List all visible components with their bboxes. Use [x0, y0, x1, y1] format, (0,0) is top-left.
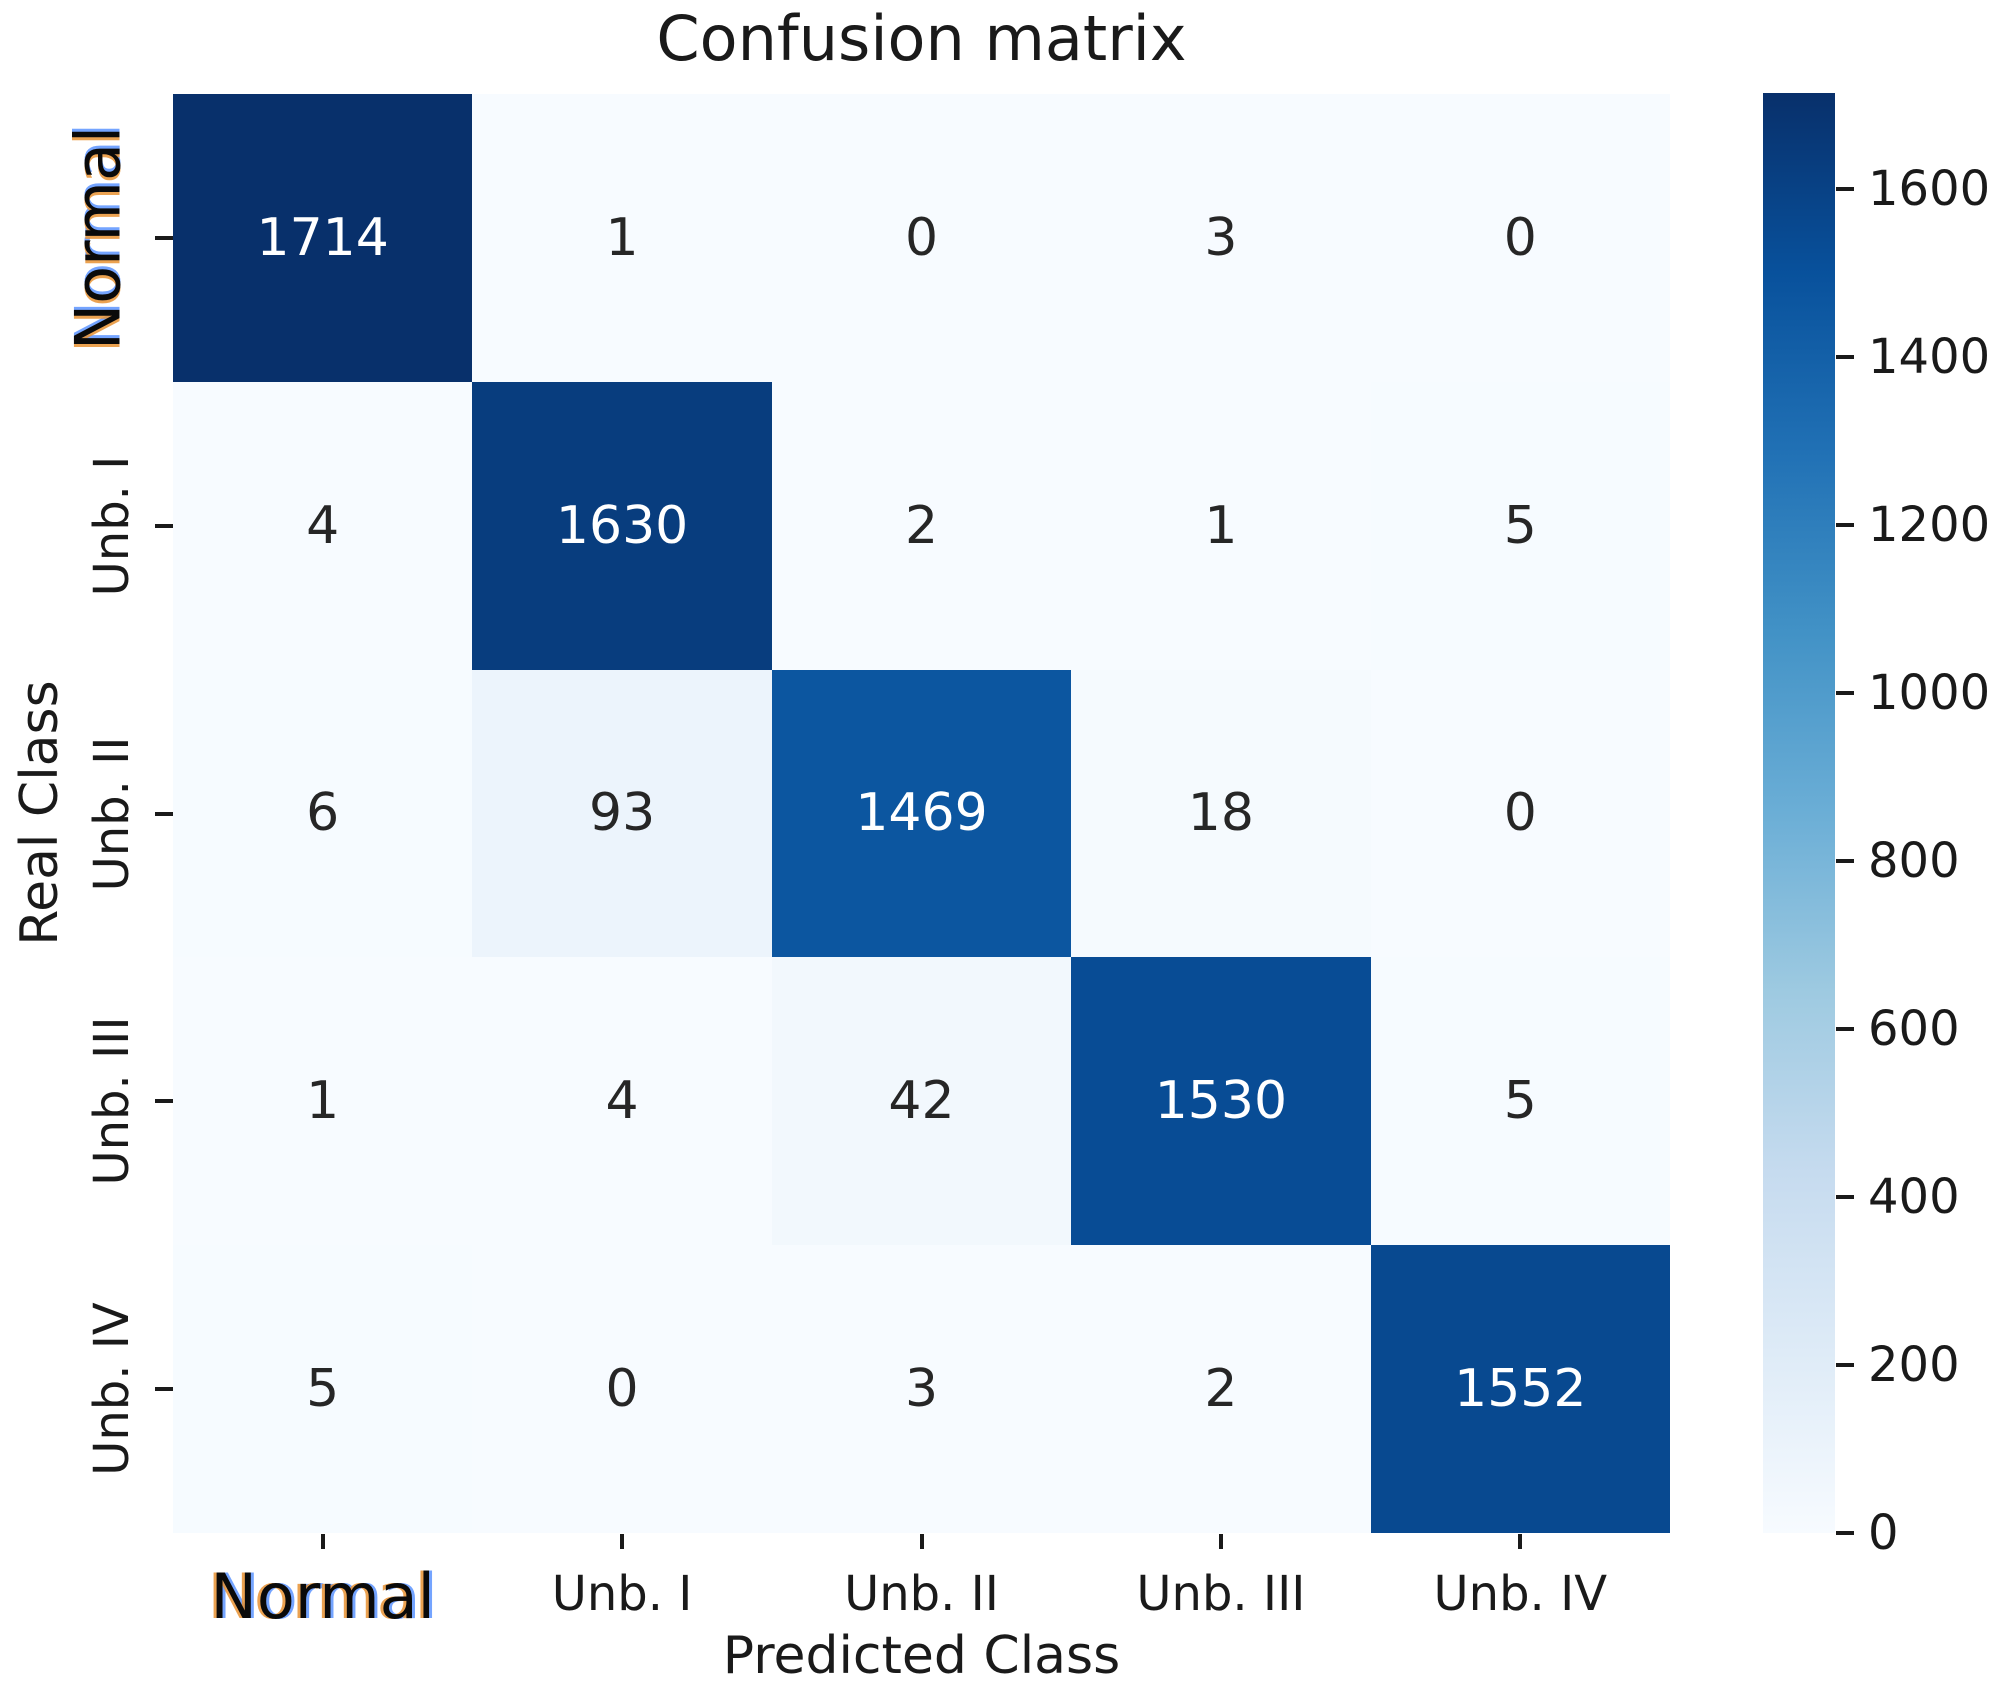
x-tick-mark	[320, 1534, 325, 1549]
matrix-cell: 18	[1071, 669, 1371, 958]
colorbar-tick-mark	[1836, 354, 1854, 359]
matrix-cell: 93	[472, 669, 772, 958]
matrix-cell: 3	[1071, 94, 1371, 382]
matrix-cell: 1469	[771, 669, 1072, 958]
matrix-cell: 1552	[1370, 1245, 1670, 1533]
x-tick-label: Unb. I	[551, 1566, 693, 1622]
heatmap-grid: 1714 1 0 3 0 4 1630 2 1 5 6 93 1469 18 0 1 4 42 1530 5 5 0 3 2 1…	[173, 94, 1670, 1533]
colorbar	[1763, 93, 1835, 1533]
colorbar-tick-mark	[1836, 1362, 1854, 1367]
matrix-cell: 0	[1370, 94, 1670, 382]
matrix-cell: 1	[472, 94, 772, 382]
colorbar-tick-mark	[1836, 1531, 1854, 1535]
matrix-cell: 4	[173, 381, 473, 670]
matrix-cell: 42	[771, 957, 1072, 1246]
colorbar-tick-mark	[1836, 690, 1854, 695]
x-tick-mark	[1218, 1534, 1223, 1549]
colorbar-tick-label: 1600	[1868, 160, 1991, 217]
matrix-cell: 2	[1071, 1245, 1371, 1533]
x-tick-label: Unb. IV	[1433, 1566, 1608, 1622]
x-tick-label: Unb. III	[1136, 1566, 1306, 1622]
y-tick-label: Normal	[61, 125, 135, 351]
y-tick-label: Unb. II	[84, 736, 140, 891]
matrix-cell: 5	[1370, 957, 1670, 1246]
colorbar-tick-mark	[1836, 1026, 1854, 1031]
matrix-cell: 4	[472, 957, 772, 1246]
x-tick-mark	[919, 1534, 924, 1549]
matrix-cell: 5	[173, 1245, 473, 1533]
matrix-cell: 6	[173, 669, 473, 958]
y-tick-label: Unb. IV	[84, 1302, 140, 1476]
colorbar-tick-mark	[1836, 1194, 1854, 1199]
matrix-cell: 1630	[472, 381, 772, 670]
colorbar-tick-label: 200	[1868, 1336, 1960, 1393]
y-tick-mark	[155, 1099, 173, 1104]
y-tick-label: Unb. I	[84, 455, 140, 597]
colorbar-tick-label: 400	[1868, 1168, 1960, 1225]
matrix-cell: 0	[1370, 669, 1670, 958]
matrix-cell: 1714	[173, 94, 473, 382]
chart-title: Confusion matrix	[656, 2, 1187, 75]
colorbar-tick-mark	[1836, 522, 1854, 527]
colorbar-tick-label: 1000	[1868, 664, 1991, 721]
colorbar-tick-label: 1200	[1868, 496, 1991, 553]
y-tick-mark	[155, 235, 173, 240]
matrix-cell: 1530	[1071, 957, 1371, 1246]
y-tick-mark	[155, 523, 173, 528]
matrix-cell: 3	[771, 1245, 1072, 1533]
colorbar-tick-label: 1400	[1868, 328, 1991, 385]
colorbar-tick-label: 600	[1868, 1000, 1960, 1057]
y-tick-mark	[155, 1387, 173, 1392]
matrix-cell: 0	[472, 1245, 772, 1533]
colorbar-tick-mark	[1836, 858, 1854, 863]
x-tick-mark	[1518, 1534, 1523, 1549]
y-tick-label: Unb. III	[84, 1016, 140, 1186]
x-axis-title: Predicted Class	[722, 1626, 1121, 1686]
x-tick-label: Normal	[210, 1560, 435, 1633]
matrix-cell: 2	[771, 381, 1072, 670]
matrix-cell: 1	[1071, 381, 1371, 670]
matrix-cell: 0	[771, 94, 1072, 382]
y-tick-mark	[155, 811, 173, 816]
colorbar-tick-label: 0	[1868, 1505, 1899, 1561]
x-tick-mark	[620, 1534, 625, 1549]
y-axis-title: Real Class	[10, 680, 70, 946]
matrix-cell: 1	[173, 957, 473, 1246]
colorbar-tick-mark	[1836, 186, 1854, 191]
matrix-cell: 5	[1370, 381, 1670, 670]
colorbar-tick-label: 800	[1868, 832, 1960, 889]
x-tick-label: Unb. II	[844, 1566, 999, 1622]
